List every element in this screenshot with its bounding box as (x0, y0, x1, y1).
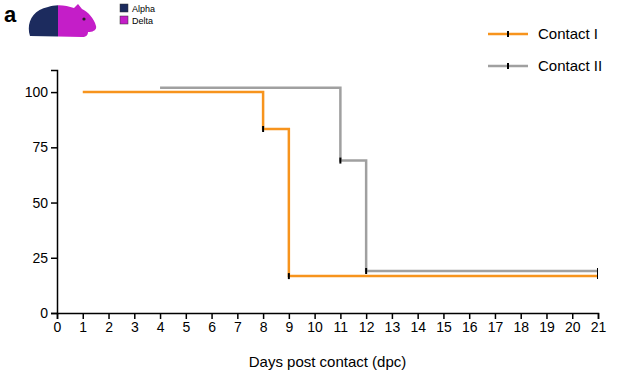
x-tick-label: 2 (105, 319, 113, 335)
legend-marker (507, 31, 509, 37)
x-tick-label: 11 (334, 319, 349, 335)
y-tick-mark (51, 258, 57, 260)
icon-part (58, 4, 96, 37)
x-tick: 21 (591, 313, 607, 335)
x-tick: 10 (307, 313, 323, 335)
legend: Contact I Contact II (488, 25, 602, 74)
legend-item: Contact II (488, 57, 602, 74)
y-tick-mark (51, 202, 57, 204)
x-tick-label: 17 (488, 319, 504, 335)
marks (83, 88, 598, 279)
x-tick-label: 8 (260, 319, 268, 335)
x-tick: 5 (182, 313, 190, 335)
x-tick-label: 6 (208, 319, 216, 335)
y-tick-mark (51, 313, 57, 315)
y-tick-label: 75 (32, 139, 48, 155)
x-tick: 7 (234, 313, 242, 335)
plot: 0123456789101112131415161718192021025507… (25, 71, 607, 335)
chart: aAlphaDelta01234567891011121314151617181… (0, 0, 618, 377)
y-tick-label: 0 (40, 305, 48, 321)
icon-legend-swatch (120, 16, 128, 24)
y-tick: 25 (32, 250, 57, 266)
x-tick-label: 0 (54, 319, 62, 335)
x-tick: 3 (131, 313, 139, 335)
series-marker (339, 158, 341, 164)
series-marker (262, 126, 264, 132)
x-tick: 15 (436, 313, 452, 335)
x-tick: 16 (462, 313, 478, 335)
x-tick-label: 7 (234, 319, 242, 335)
y-tick-label: 25 (32, 250, 48, 266)
y-tick-mark (51, 147, 57, 149)
icon-legend-label: Alpha (132, 4, 155, 14)
x-axis: 0123456789101112131415161718192021 (54, 313, 607, 335)
x-tick: 8 (260, 313, 268, 335)
panel-label: a (4, 2, 17, 27)
x-tick-label: 12 (359, 319, 375, 335)
x-tick: 11 (334, 313, 349, 335)
icon-part (29, 4, 58, 37)
x-tick: 1 (79, 313, 87, 335)
x-tick: 2 (105, 313, 113, 335)
x-tick: 17 (488, 313, 504, 335)
x-tick: 14 (410, 313, 426, 335)
x-tick-label: 19 (539, 319, 555, 335)
x-tick: 0 (54, 313, 62, 335)
y-axis: 0 25 50 75 100 (25, 71, 58, 321)
x-tick-label: 14 (410, 319, 426, 335)
y-tick-label: 100 (25, 84, 49, 100)
x-tick-label: 20 (565, 319, 581, 335)
series-marker (288, 273, 290, 279)
x-tick-label: 4 (157, 319, 165, 335)
icon-legend: Alpha Delta (120, 4, 155, 26)
legend-label: Contact II (538, 57, 602, 74)
x-tick: 9 (285, 313, 293, 335)
x-tick-label: 9 (285, 319, 293, 335)
legend-marker (507, 63, 509, 69)
y-tick: 50 (32, 195, 57, 211)
series-marker (365, 268, 367, 274)
x-tick-label: 18 (513, 319, 529, 335)
y-axis-line (51, 71, 58, 314)
legend-label: Contact I (538, 25, 598, 42)
x-axis-title: Days post contact (dpc) (249, 353, 407, 370)
x-tick: 6 (208, 313, 216, 335)
series-line (160, 88, 598, 271)
x-tick: 4 (157, 313, 165, 335)
icon-eye (82, 17, 85, 20)
x-tick: 18 (513, 313, 529, 335)
x-tick-label: 5 (182, 319, 190, 335)
x-tick-label: 1 (79, 319, 87, 335)
y-tick: 0 (40, 305, 57, 321)
x-tick-label: 21 (591, 319, 607, 335)
icon-legend-swatch (120, 4, 128, 12)
x-tick-label: 3 (131, 319, 139, 335)
icon-legend-label: Delta (132, 16, 153, 26)
y-tick-mark (51, 92, 57, 94)
x-tick: 13 (385, 313, 401, 335)
x-tick-label: 16 (462, 319, 478, 335)
x-tick: 19 (539, 313, 555, 335)
x-tick-label: 15 (436, 319, 452, 335)
y-tick: 75 (32, 139, 57, 155)
icon (29, 4, 96, 37)
y-tick-label: 50 (32, 195, 48, 211)
y-tick: 100 (25, 84, 57, 100)
series-marker (597, 268, 598, 274)
x-tick: 12 (359, 313, 375, 335)
x-tick-label: 13 (385, 319, 401, 335)
x-tick-label: 10 (307, 319, 323, 335)
x-tick: 20 (565, 313, 581, 335)
legend-item: Contact I (488, 25, 598, 42)
